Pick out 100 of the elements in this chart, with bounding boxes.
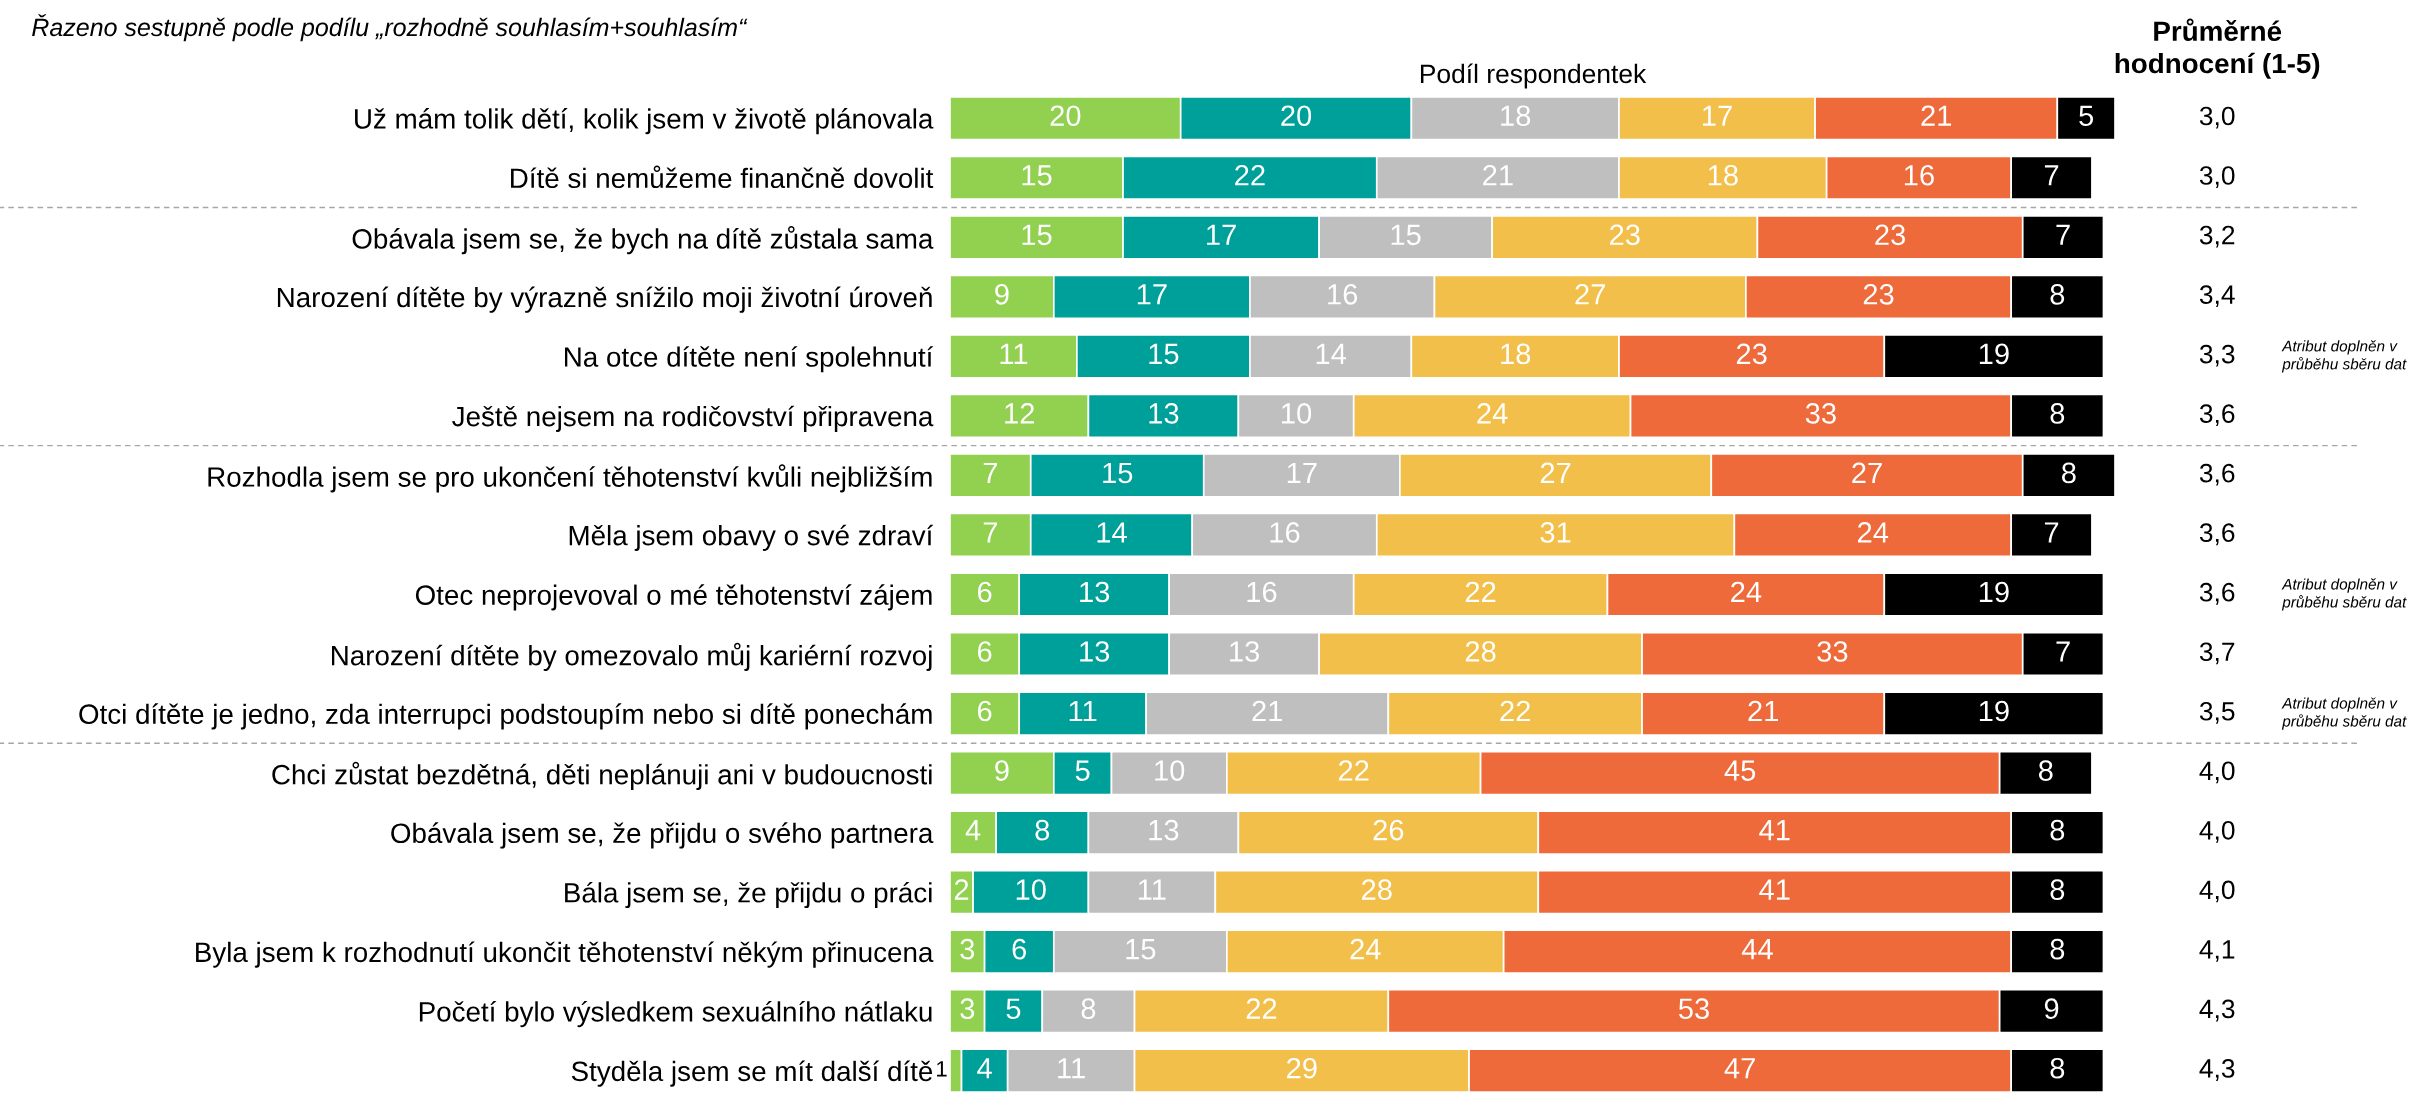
data-label: 21 [1748,700,1778,722]
y-tick-label: Obávala jsem se, že bych na dítě zůstala sama [352,226,934,255]
data-label: 8 [2050,819,2065,841]
data-label: 29 [1287,1057,1317,1079]
data-label: 19 [1979,581,2009,603]
data-label: 8 [2050,879,2065,900]
data-label: 24 [1350,938,1381,960]
data-label: 16 [1247,581,1277,603]
text: 3,5 [2199,701,2235,724]
y-tick-label: Na otce dítěte není spolehnutí [565,346,934,373]
data-label: 8 [1081,998,1096,1020]
data-label: 27 [1852,462,1882,483]
data-label: 24 [1477,403,1508,424]
data-label: 7 [983,522,998,543]
y-tick-label: Rozhodla jsem se pro ukončení těhotenství kvůli nejbližším [208,464,932,493]
data-label: 23 [1610,224,1640,246]
data-label: 12 [1005,403,1034,424]
data-label: 26 [1373,819,1404,841]
data-label: 17 [1287,462,1317,483]
data-label: 33 [1805,403,1836,424]
data-label: 20 [1050,105,1081,127]
data-label: 8 [2050,938,2065,960]
data-label: 8 [2050,284,2065,305]
data-label: 15 [1103,462,1133,484]
data-label: 47 [1724,1058,1755,1079]
data-label: 8 [2038,760,2053,781]
text: 3,4 [2199,285,2235,308]
data-label: 33 [1817,641,1848,662]
text: 3,6 [2199,404,2235,427]
data-label: 31 [1540,522,1571,543]
data-label: 15 [1022,224,1052,246]
y-tick-label: Bála jsem se, že přijdu o práci [565,881,932,909]
data-label: 27 [1540,462,1571,483]
data-label: 5 [1006,998,1021,1020]
text: 4,0 [2199,761,2235,784]
data-label: 13 [1080,581,1110,603]
data-label: 16 [1270,522,1300,543]
data-label: 11 [1058,1058,1085,1079]
data-label: 13 [1149,403,1179,424]
text: 3,6 [2199,523,2235,546]
data-label: 7 [2044,165,2059,186]
y-tick-label: Chci zůstat bezdětná, děti neplánuji ani v budoucnosti [272,761,932,791]
data-label: 23 [1863,284,1894,305]
data-label: 18 [1501,343,1531,365]
y-tick-label: Styděla jsem se mít další dítě [571,1060,933,1087]
y-tick-label: Narození dítěte by omezovalo můj kariérní rozvoj [331,642,932,671]
data-label: 11 [1069,701,1097,722]
y-tick-label: Narození dítěte by výrazně snížilo moji životní úroveň [277,286,932,313]
text: 3,0 [2199,166,2235,188]
text: 3,0 [2199,106,2235,129]
data-label: 17 [1137,284,1167,305]
data-label: 14 [1097,522,1127,543]
y-tick-label: Otci dítěte je jedno, zda interrupci podstoupím nebo si dítě ponechám [79,703,932,730]
y-tick-label: Už mám tolik dětí, kolik jsem v životě plánovala [355,108,934,135]
data-label: 10 [1155,760,1185,781]
data-label: 13 [1230,641,1260,662]
data-label: 22 [1338,760,1369,781]
data-label: 22 [1465,581,1496,603]
x-axis-title: Podíl respondentek [1420,63,1647,89]
data-label: 21 [1252,700,1282,722]
data-label: 18 [1501,105,1531,127]
data-label: 9 [995,760,1009,781]
data-label: 13 [1080,641,1110,662]
data-label: 6 [1012,938,1027,960]
data-label: 22 [1246,998,1277,1019]
data-label: 19 [1979,343,2009,365]
text: Atribut doplněn v průběhu sběru dat [2281,578,2407,611]
data-label: 5 [2079,105,2094,127]
data-label: 6 [977,700,992,722]
data-label: 17 [1207,224,1236,245]
data-label: 23 [1875,224,1906,246]
data-label: 21 [1921,105,1952,126]
text: 4,1 [2199,940,2235,962]
data-label: 8 [2050,1057,2065,1079]
data-label: 7 [2044,522,2059,543]
text: 3,7 [2199,642,2235,665]
data-label: 5 [1075,760,1090,781]
data-label: 9 [2044,998,2059,1020]
y-tick-label: Obávala jsem se, že přijdu o svého partnera [391,822,934,849]
data-label: 45 [1724,760,1756,781]
data-label: 44 [1741,939,1773,960]
data-label: 14 [1316,343,1347,364]
data-label: 24 [1731,581,1762,603]
data-label: 13 [1149,819,1179,841]
data-label: 17 [1703,105,1732,126]
data-label: 8 [1035,819,1050,841]
data-label: 41 [1759,820,1790,841]
text: 3,2 [2199,225,2235,248]
text: 4,0 [2199,880,2235,903]
y-tick-label: Početí bylo výsledkem sexuálního nátlaku [419,1000,932,1028]
data-label: 15 [1149,343,1179,365]
text: Atribut doplněn v průběhu sběru dat [2281,340,2407,373]
data-label: 24 [1858,522,1889,543]
y-tick-label: Dítě si nemůžeme finančně dovolit [511,165,934,189]
text: 4,3 [2199,1059,2235,1081]
data-label: 19 [1979,700,2009,722]
data-label: 16 [1328,284,1358,305]
data-label: 7 [2056,224,2070,245]
data-label: 15 [1391,224,1421,246]
text: Atribut doplněn v průběhu sběru dat [2281,697,2407,730]
